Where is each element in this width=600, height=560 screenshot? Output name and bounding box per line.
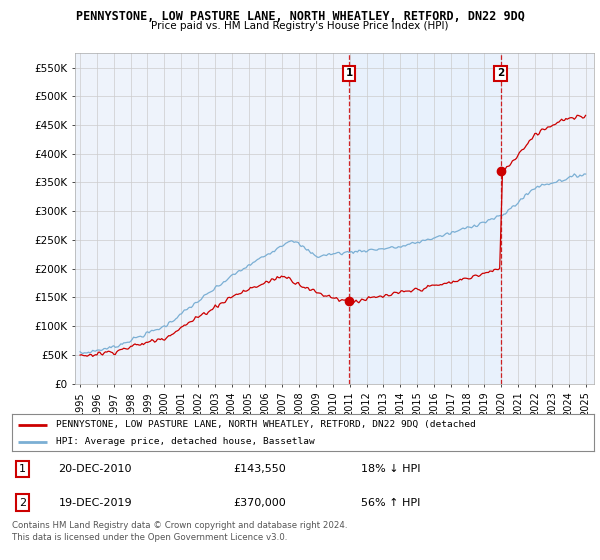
Text: 18% ↓ HPI: 18% ↓ HPI: [361, 464, 421, 474]
Text: 2: 2: [497, 68, 504, 78]
Text: Contains HM Land Registry data © Crown copyright and database right 2024.
This d: Contains HM Land Registry data © Crown c…: [12, 521, 347, 542]
Text: £370,000: £370,000: [233, 498, 286, 507]
Text: 1: 1: [346, 68, 353, 78]
Text: 1: 1: [19, 464, 26, 474]
Text: Price paid vs. HM Land Registry's House Price Index (HPI): Price paid vs. HM Land Registry's House …: [151, 21, 449, 31]
Text: 19-DEC-2019: 19-DEC-2019: [59, 498, 132, 507]
Text: £143,550: £143,550: [233, 464, 286, 474]
Text: 20-DEC-2010: 20-DEC-2010: [59, 464, 132, 474]
Text: PENNYSTONE, LOW PASTURE LANE, NORTH WHEATLEY, RETFORD, DN22 9DQ: PENNYSTONE, LOW PASTURE LANE, NORTH WHEA…: [76, 10, 524, 23]
Bar: [349, 53, 500, 384]
Text: 2: 2: [19, 498, 26, 507]
Text: 56% ↑ HPI: 56% ↑ HPI: [361, 498, 421, 507]
Text: PENNYSTONE, LOW PASTURE LANE, NORTH WHEATLEY, RETFORD, DN22 9DQ (detached: PENNYSTONE, LOW PASTURE LANE, NORTH WHEA…: [56, 420, 475, 429]
Text: HPI: Average price, detached house, Bassetlaw: HPI: Average price, detached house, Bass…: [56, 437, 314, 446]
